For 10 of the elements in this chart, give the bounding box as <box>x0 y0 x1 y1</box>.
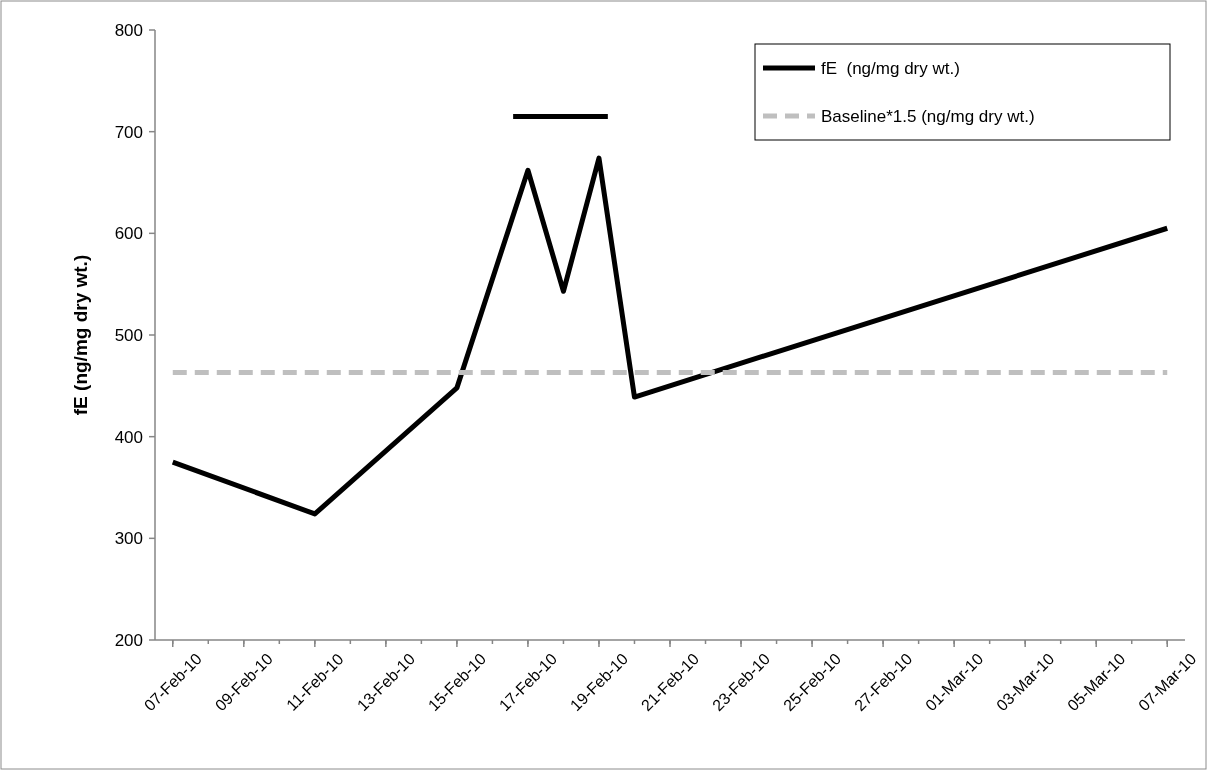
y-tick-label: 200 <box>114 630 143 650</box>
y-tick-label: 400 <box>114 427 143 447</box>
y-axis-title: fE (ng/mg dry wt.) <box>70 254 91 416</box>
legend-label: fE (ng/mg dry wt.) <box>821 58 960 78</box>
y-tick-label: 300 <box>114 529 143 549</box>
y-tick-label: 800 <box>114 20 143 40</box>
y-tick-label: 700 <box>114 122 143 142</box>
legend-label: Baseline*1.5 (ng/mg dry wt.) <box>821 106 1035 126</box>
y-tick-label: 500 <box>114 325 143 345</box>
y-tick-label: 600 <box>114 224 143 244</box>
